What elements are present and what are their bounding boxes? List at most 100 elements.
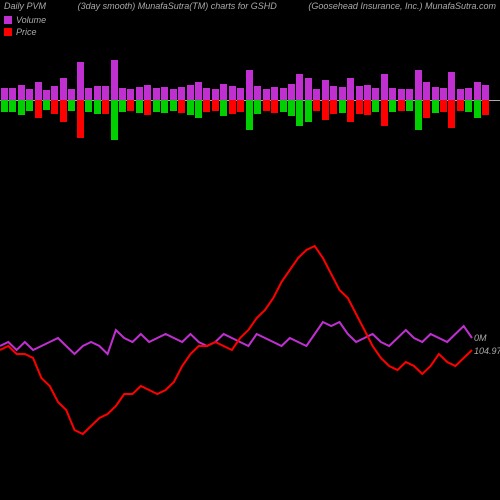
volume-bar-top <box>111 60 118 100</box>
volume-bar-top <box>26 89 33 100</box>
volume-bar-top <box>35 82 42 100</box>
volume-bar-bottom <box>398 100 405 111</box>
volume-bar-bottom <box>68 100 75 111</box>
volume-bar-top <box>440 88 447 100</box>
volume-bar <box>93 40 101 160</box>
volume-bar-top <box>406 89 413 100</box>
volume-bar-bottom <box>127 100 134 111</box>
volume-bar <box>9 40 17 160</box>
volume-bar-top <box>288 84 295 100</box>
volume-bar-top <box>356 86 363 100</box>
volume-bar-top <box>254 86 261 100</box>
volume-bar <box>465 40 473 160</box>
volume-bar <box>448 40 456 160</box>
volume-bar <box>228 40 236 160</box>
volume-bar-bottom <box>423 100 430 118</box>
volume-bar <box>0 40 8 160</box>
volume-axis-label: 0M <box>474 333 487 343</box>
volume-bar <box>127 40 135 160</box>
volume-bar-bottom <box>448 100 455 128</box>
header-center: (3day smooth) MunafaSutra(TM) charts for… <box>78 1 277 11</box>
volume-bar-top <box>195 82 202 100</box>
volume-bar <box>26 40 34 160</box>
volume-bar <box>102 40 110 160</box>
volume-bar-bottom <box>220 100 227 116</box>
volume-bar <box>237 40 245 160</box>
volume-bar-bottom <box>1 100 8 112</box>
volume-bar <box>152 40 160 160</box>
volume-bar-top <box>482 85 489 100</box>
volume-bar <box>85 40 93 160</box>
volume-bar <box>287 40 295 160</box>
volume-bar-top <box>372 88 379 100</box>
volume-bar <box>380 40 388 160</box>
volume-bar-bottom <box>322 100 329 120</box>
price-axis-label: 104.97 <box>474 346 500 356</box>
volume-bar-bottom <box>170 100 177 111</box>
volume-bar <box>144 40 152 160</box>
volume-bar-top <box>203 88 210 100</box>
volume-bar <box>110 40 118 160</box>
volume-bar-top <box>43 90 50 100</box>
chart-root: Daily PVM (3day smooth) MunafaSutra(TM) … <box>0 0 500 500</box>
volume-bar-top <box>457 89 464 100</box>
legend-swatch-price <box>4 28 12 36</box>
volume-bar-top <box>347 78 354 100</box>
volume-bar-top <box>465 88 472 100</box>
volume-bar <box>262 40 270 160</box>
volume-bar-bottom <box>187 100 194 115</box>
volume-bar-bottom <box>254 100 261 114</box>
volume-bar-bottom <box>339 100 346 113</box>
volume-bar-top <box>398 89 405 100</box>
volume-bar <box>482 40 490 160</box>
volume-bar-top <box>85 88 92 100</box>
volume-bar-bottom <box>482 100 489 115</box>
volume-bar-top <box>170 89 177 100</box>
volume-bar <box>456 40 464 160</box>
volume-bar-bottom <box>356 100 363 114</box>
price-svg <box>0 230 472 450</box>
volume-bar-top <box>9 88 16 100</box>
volume-bar <box>51 40 59 160</box>
volume-bar-top <box>474 82 481 100</box>
volume-bar-bottom <box>94 100 101 114</box>
volume-bar-bottom <box>296 100 303 126</box>
volume-bar <box>211 40 219 160</box>
volume-bar-top <box>381 74 388 100</box>
volume-bar-top <box>313 89 320 100</box>
volume-bar <box>119 40 127 160</box>
volume-bar-bottom <box>271 100 278 113</box>
volume-bar-top <box>389 88 396 100</box>
volume-bar-top <box>102 86 109 100</box>
volume-bar-bottom <box>9 100 16 112</box>
volume-bar <box>42 40 50 160</box>
volume-bar <box>406 40 414 160</box>
legend-item-price: Price <box>4 26 46 38</box>
volume-bar <box>279 40 287 160</box>
volume-bar-top <box>51 86 58 100</box>
volume-bar-bottom <box>381 100 388 126</box>
volume-bar-top <box>305 78 312 100</box>
volume-bar-top <box>60 78 67 100</box>
volume-bar-bottom <box>330 100 337 114</box>
legend-item-volume: Volume <box>4 14 46 26</box>
volume-bar-top <box>144 85 151 100</box>
volume-bar <box>473 40 481 160</box>
volume-bar-bottom <box>474 100 481 118</box>
legend-swatch-volume <box>4 16 12 24</box>
volume-bar <box>313 40 321 160</box>
volume-bar <box>186 40 194 160</box>
volume-bar <box>423 40 431 160</box>
volume-bar-bottom <box>432 100 439 113</box>
volume-bar-bottom <box>406 100 413 111</box>
volume-bar-bottom <box>305 100 312 122</box>
volume-bar-top <box>187 85 194 100</box>
volume-bar-bottom <box>77 100 84 138</box>
header-bar: Daily PVM (3day smooth) MunafaSutra(TM) … <box>0 0 500 12</box>
volume-bar-bottom <box>347 100 354 122</box>
volume-bar-top <box>339 87 346 100</box>
volume-bar-top <box>263 89 270 100</box>
header-left: Daily PVM <box>0 1 46 11</box>
volume-bar <box>254 40 262 160</box>
volume-bar-bottom <box>389 100 396 112</box>
